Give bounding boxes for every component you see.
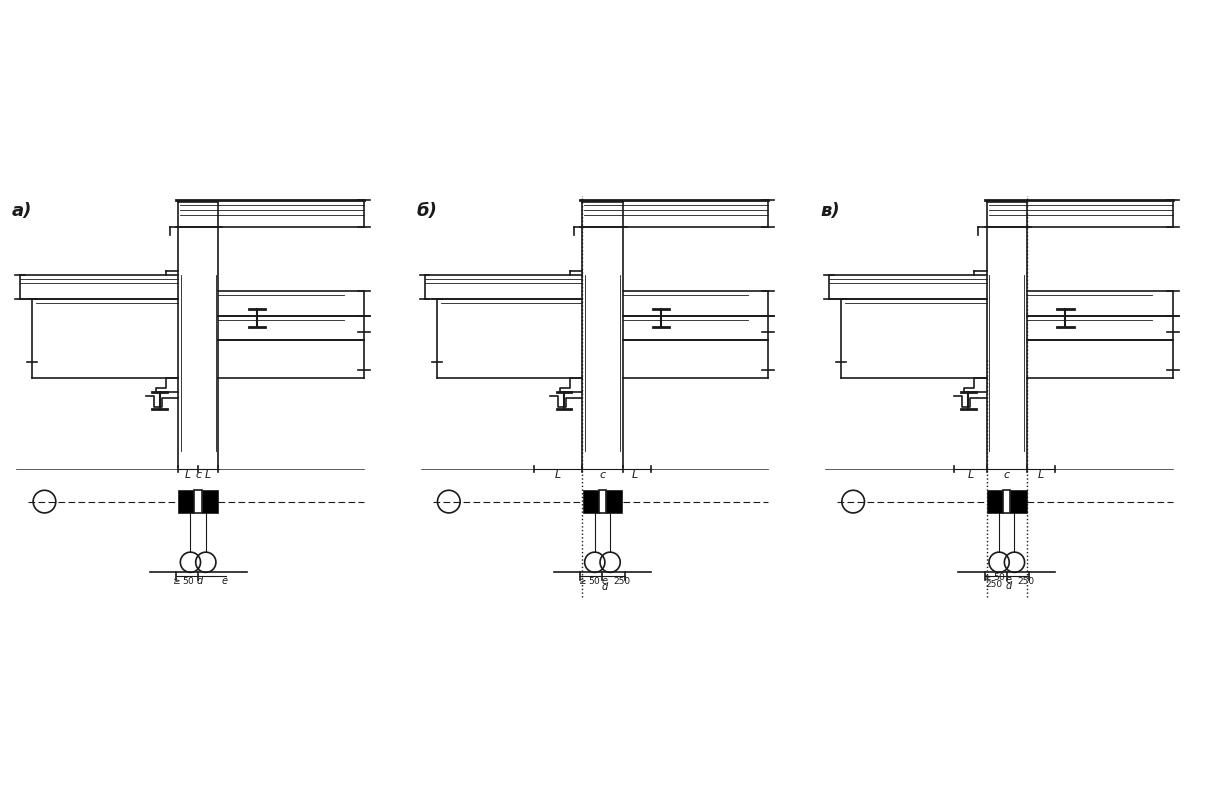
Bar: [599, 490, 606, 513]
Text: б): б): [416, 202, 438, 221]
Text: L: L: [554, 470, 562, 480]
Text: c: c: [1003, 470, 1010, 480]
Bar: [201, 490, 218, 513]
Text: L: L: [632, 470, 638, 480]
Text: e: e: [222, 575, 227, 586]
Bar: [606, 490, 622, 513]
Text: c: c: [195, 470, 201, 480]
Text: e: e: [1006, 575, 1012, 585]
Text: $\geq$50: $\geq$50: [171, 575, 195, 586]
Text: а): а): [12, 202, 33, 221]
Text: в): в): [821, 202, 841, 221]
Bar: [1003, 490, 1010, 513]
Text: L: L: [1038, 470, 1044, 480]
Text: d: d: [602, 582, 608, 591]
Text: 250: 250: [985, 579, 1002, 588]
Text: 250: 250: [613, 577, 631, 586]
Text: $\geq$50: $\geq$50: [981, 571, 1006, 583]
Text: e: e: [602, 575, 608, 586]
Text: d: d: [1006, 581, 1012, 591]
Bar: [582, 490, 599, 513]
Text: 250: 250: [1018, 577, 1035, 586]
Text: L: L: [205, 470, 211, 480]
Bar: [1010, 490, 1026, 513]
Text: L: L: [184, 470, 192, 480]
Text: d: d: [197, 575, 204, 586]
Bar: [987, 490, 1003, 513]
Text: L: L: [967, 470, 974, 480]
Text: $\geq$50: $\geq$50: [577, 575, 602, 586]
Bar: [194, 490, 201, 513]
Bar: [178, 490, 194, 513]
Text: c: c: [599, 470, 605, 480]
